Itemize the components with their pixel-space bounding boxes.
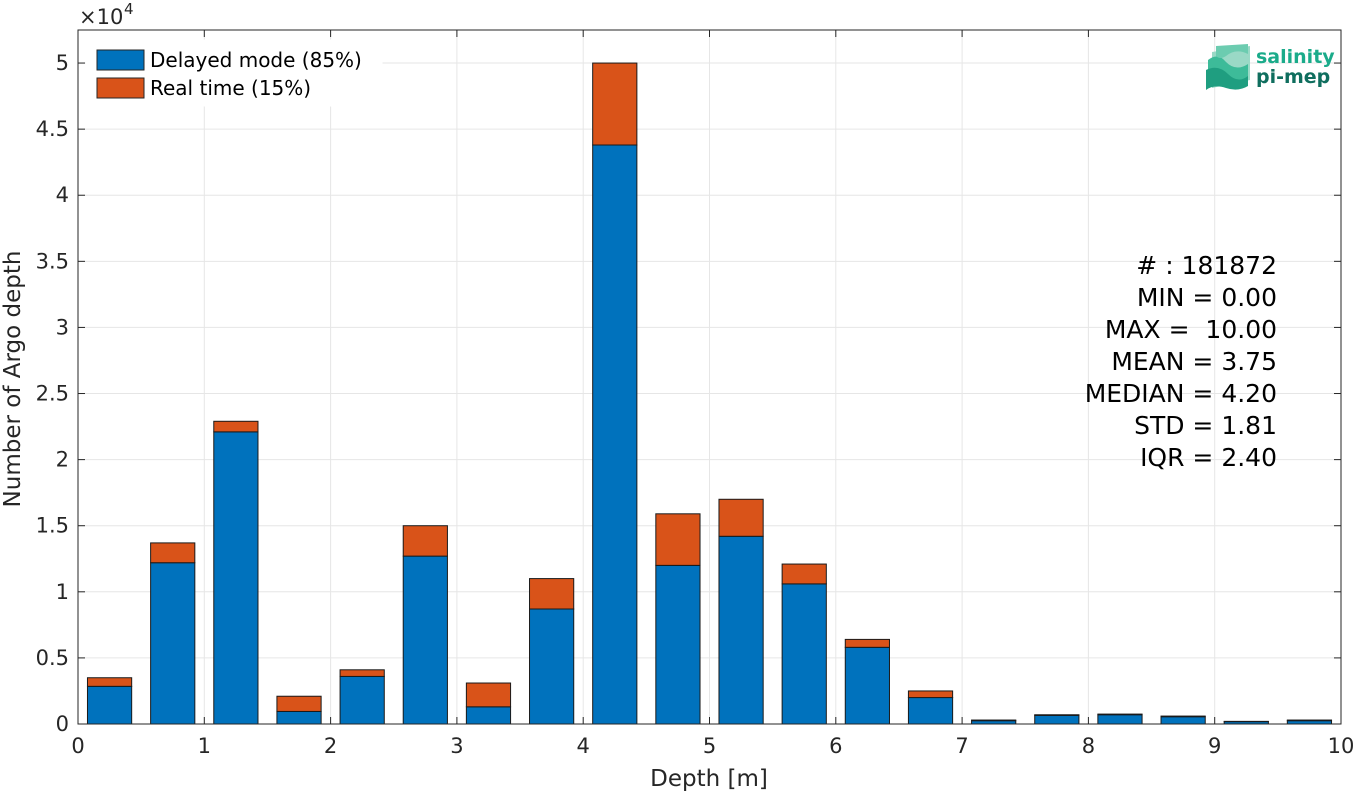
legend: Delayed mode (85%) Real time (15%) xyxy=(85,39,383,107)
bar-real-time xyxy=(907,690,954,699)
y-tick-label: 4 xyxy=(56,183,69,207)
axis-ticks: 0 1 2 3 4 5 6 7 8 9 10 0 0.5 1 1.5 2 2.5 3 3.5 4 4.5 5 xyxy=(36,30,1355,758)
bar-delayed-mode xyxy=(655,564,701,725)
bar-delayed-mode xyxy=(592,144,638,725)
legend-swatch-delayed xyxy=(96,49,145,71)
x-tick-label: 0 xyxy=(71,734,84,758)
wave-logo-icon xyxy=(1206,44,1250,90)
bar-real-time xyxy=(529,578,575,610)
bar-real-time xyxy=(655,513,701,566)
bar-real-time xyxy=(465,682,512,708)
bar-real-time xyxy=(1034,714,1080,716)
stat-mean: MEAN = 3.75 xyxy=(1111,347,1277,376)
stat-min: MIN = 0.00 xyxy=(1137,283,1277,312)
bar-delayed-mode xyxy=(465,706,512,725)
bar-real-time xyxy=(402,525,448,557)
y-multiplier: ×10 4 xyxy=(79,0,134,29)
bar-real-time xyxy=(339,669,385,677)
bar-delayed-mode xyxy=(781,583,827,725)
bar-real-time xyxy=(86,677,133,687)
bar-real-time xyxy=(971,719,1017,722)
bar-delayed-mode xyxy=(150,562,196,725)
x-axis-label: Depth [m] xyxy=(650,766,768,792)
y-tick-label: 3 xyxy=(56,315,69,339)
bar-real-time xyxy=(592,62,638,146)
x-tick-label: 10 xyxy=(1328,734,1355,758)
bar-delayed-mode xyxy=(1160,716,1206,725)
y-multiplier-base: ×10 xyxy=(79,5,123,29)
stats-annotation: # : 181872 MIN = 0.00 MAX = 10.00 MEAN =… xyxy=(1085,251,1277,472)
x-tick-label: 2 xyxy=(324,734,337,758)
stat-max: MAX = 10.00 xyxy=(1105,315,1277,344)
bar-delayed-mode xyxy=(529,608,575,725)
x-tick-label: 4 xyxy=(577,734,590,758)
bar-delayed-mode xyxy=(1034,714,1080,725)
bar-delayed-mode xyxy=(844,646,890,725)
y-tick-label: 2.5 xyxy=(36,382,69,406)
salinity-pi-mep-logo: salinity pi-mep xyxy=(1206,44,1335,90)
bar-delayed-mode xyxy=(86,685,133,725)
bar-real-time xyxy=(213,420,259,433)
y-tick-label: 1.5 xyxy=(36,514,69,538)
bar-real-time xyxy=(844,638,890,648)
bar-real-time xyxy=(781,563,827,585)
y-multiplier-exponent: 4 xyxy=(124,0,134,18)
bar-real-time xyxy=(1286,719,1333,722)
x-tick-label: 7 xyxy=(955,734,968,758)
x-tick-label: 8 xyxy=(1082,734,1095,758)
y-tick-label: 1 xyxy=(56,580,69,604)
y-tick-label: 2 xyxy=(56,448,69,472)
bar-delayed-mode xyxy=(1097,714,1143,725)
x-tick-label: 1 xyxy=(198,734,211,758)
x-tick-label: 3 xyxy=(450,734,463,758)
stat-median: MEDIAN = 4.20 xyxy=(1085,379,1277,408)
y-tick-label: 3.5 xyxy=(36,249,69,273)
bars xyxy=(86,62,1333,725)
legend-label-delayed: Delayed mode (85%) xyxy=(150,48,362,72)
bar-real-time xyxy=(1160,715,1206,718)
y-tick-label: 0 xyxy=(56,712,69,736)
legend-swatch-realtime xyxy=(96,77,145,99)
legend-label-realtime: Real time (15%) xyxy=(150,76,311,100)
bar-real-time xyxy=(150,542,196,564)
logo-text-pimep: pi-mep xyxy=(1256,66,1330,88)
bar-real-time xyxy=(718,498,764,537)
bar-delayed-mode xyxy=(213,431,259,725)
logo-text-salinity: salinity xyxy=(1256,46,1335,68)
bar-delayed-mode xyxy=(339,675,385,725)
y-tick-label: 5 xyxy=(56,51,69,75)
bar-delayed-mode xyxy=(718,535,764,725)
x-tick-label: 5 xyxy=(703,734,716,758)
bar-real-time xyxy=(1097,713,1143,716)
bar-delayed-mode xyxy=(276,710,322,725)
y-tick-label: 4.5 xyxy=(36,117,69,141)
bar-delayed-mode xyxy=(402,555,448,725)
stat-count: # : 181872 xyxy=(1136,251,1277,280)
x-tick-label: 6 xyxy=(829,734,842,758)
bar-real-time xyxy=(276,695,322,712)
y-axis-label: Number of Argo depth xyxy=(0,251,26,508)
stat-std: STD = 1.81 xyxy=(1134,411,1277,440)
bar-delayed-mode xyxy=(907,697,954,725)
stat-iqr: IQR = 2.40 xyxy=(1140,443,1277,472)
y-tick-label: 0.5 xyxy=(36,646,69,670)
x-tick-label: 9 xyxy=(1208,734,1221,758)
